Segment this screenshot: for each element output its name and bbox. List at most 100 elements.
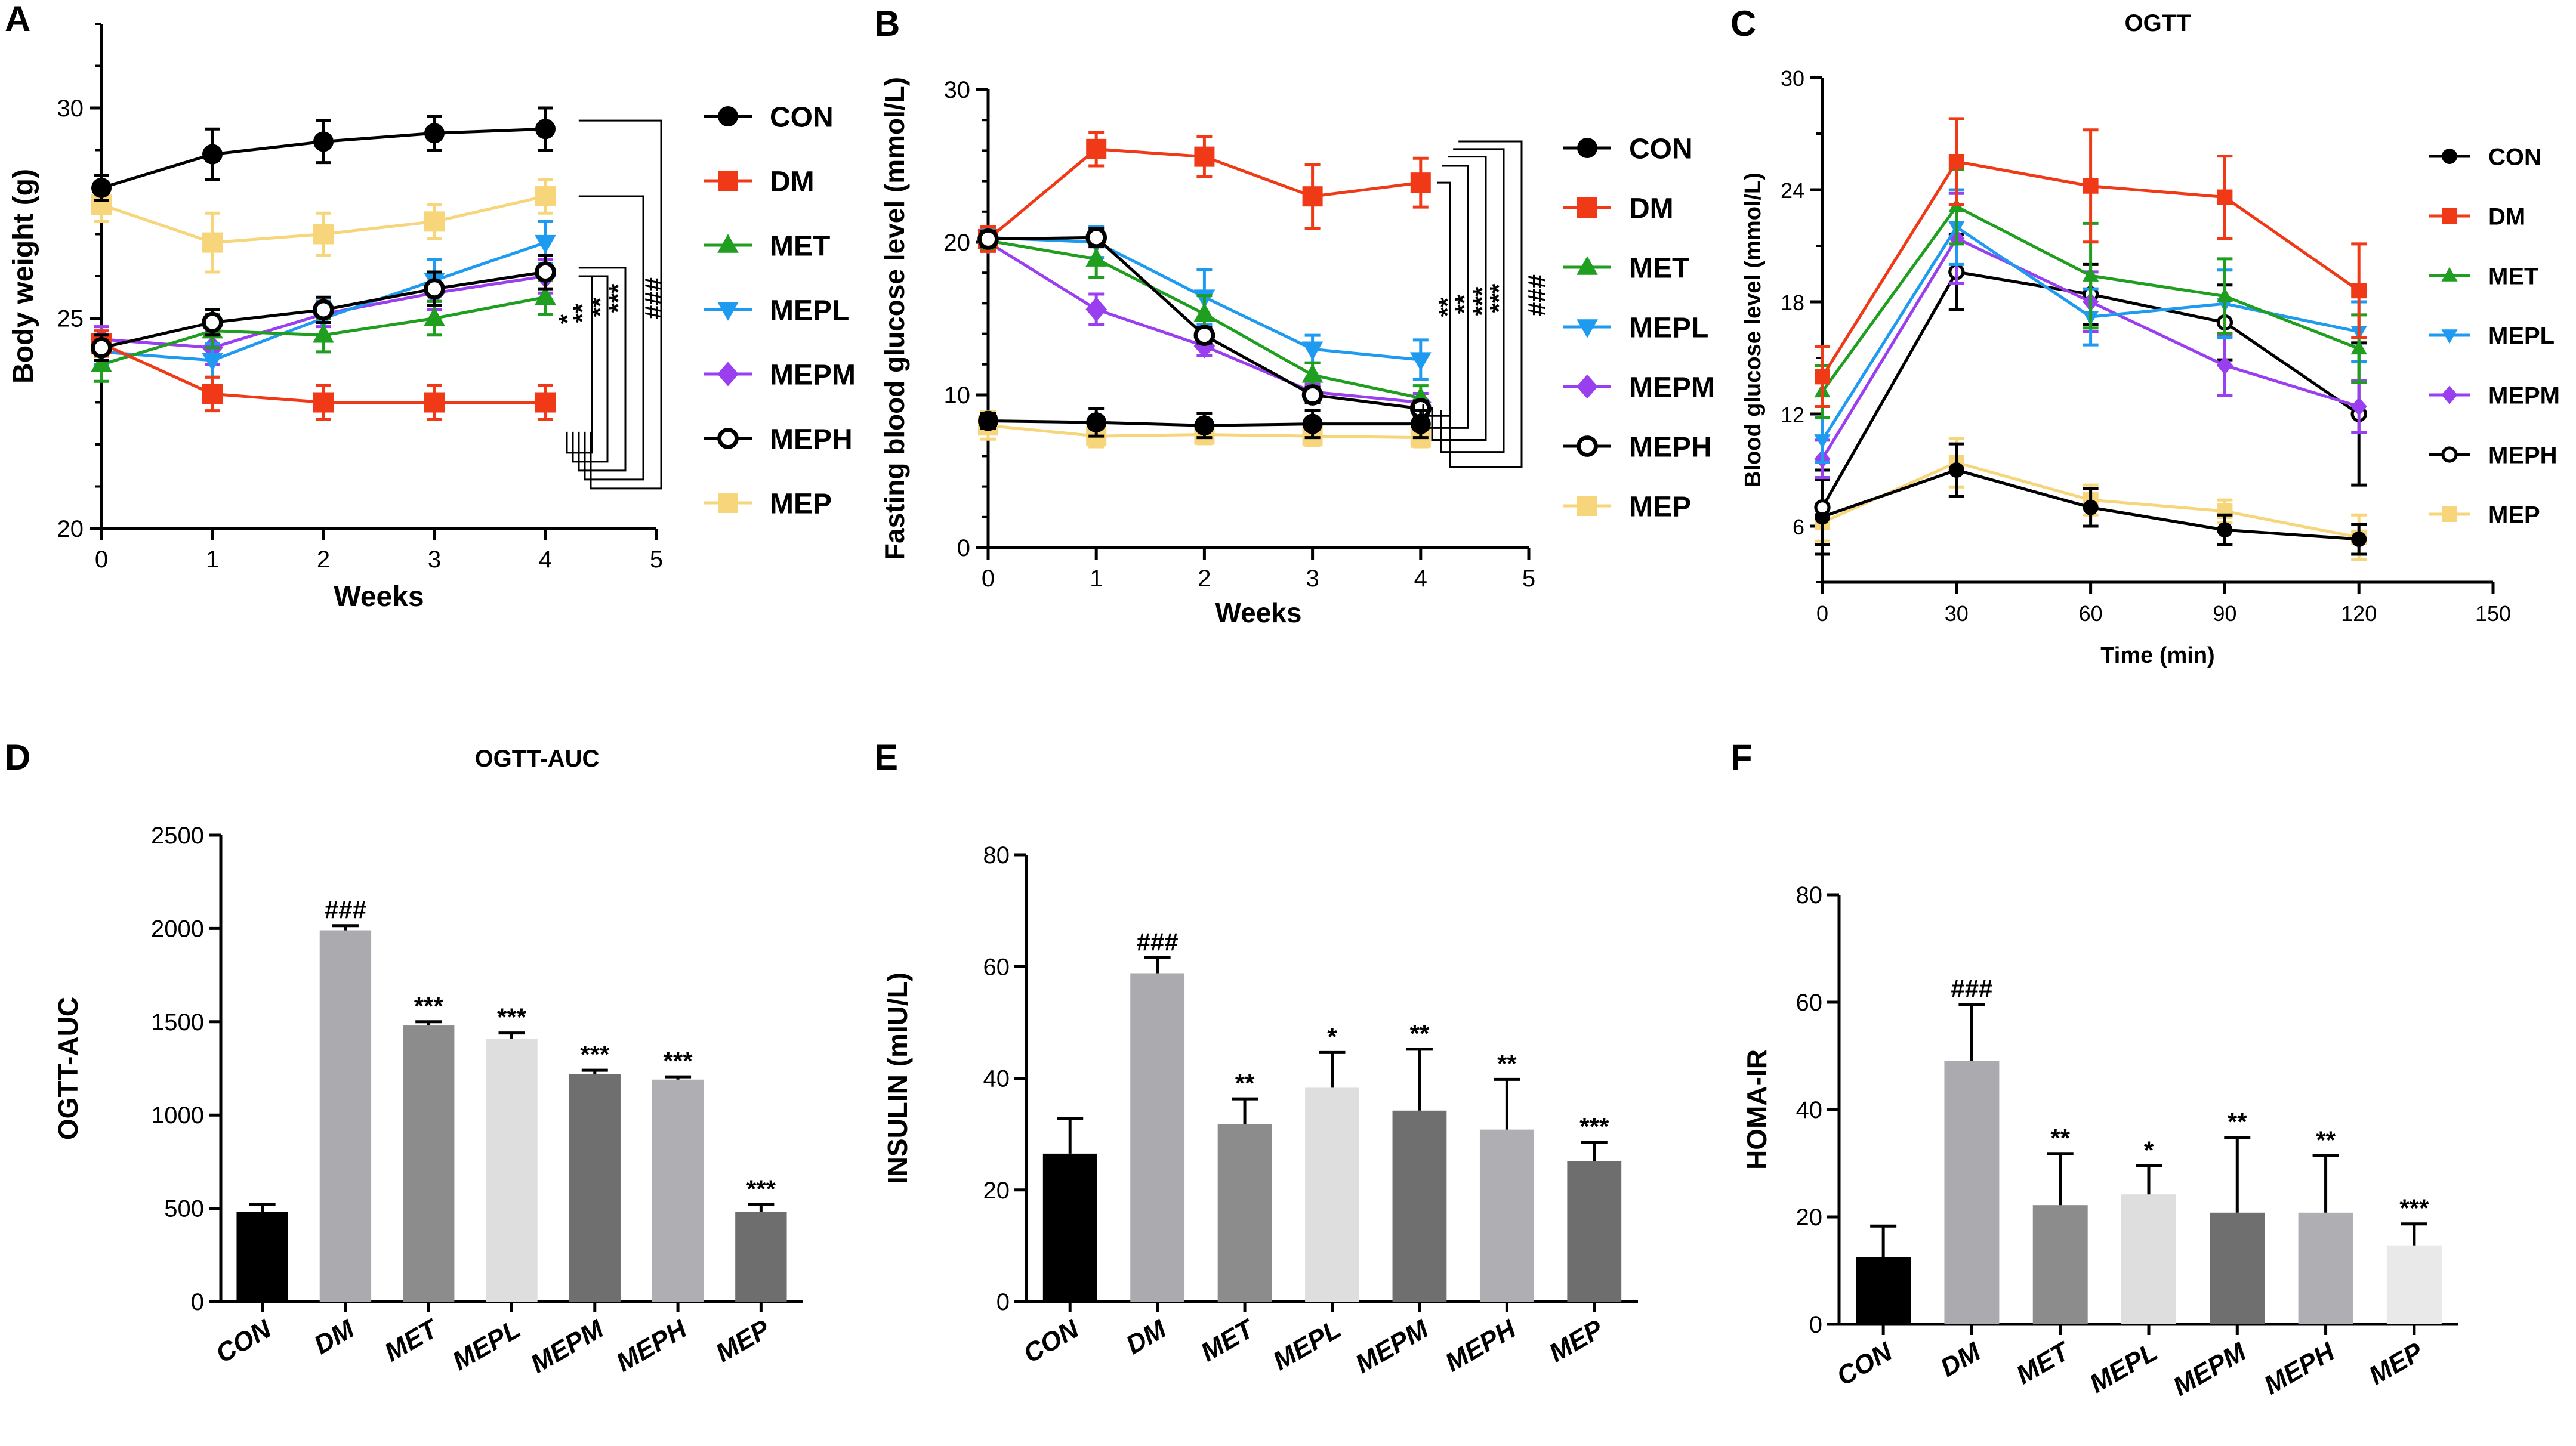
significance-label: ** — [2228, 1108, 2247, 1136]
x-tick-label: MEP — [2364, 1337, 2429, 1391]
legend-marker — [2441, 329, 2458, 344]
significance-label: *** — [664, 1047, 693, 1075]
data-point — [535, 286, 556, 305]
x-tick-label: 4 — [1414, 566, 1427, 592]
y-tick-label: 20 — [57, 516, 84, 542]
series-meph — [977, 227, 1432, 419]
bar-dm — [319, 930, 372, 1302]
x-tick-label: 30 — [1945, 601, 1969, 626]
x-tick-label: 4 — [539, 546, 552, 573]
data-point — [1410, 172, 1431, 193]
bar-meph — [1479, 1129, 1534, 1302]
bar-mepm — [1392, 1110, 1447, 1302]
panel-letter: A — [5, 0, 30, 39]
legend-marker — [2442, 149, 2457, 164]
legend-marker — [718, 493, 738, 513]
series-con — [1815, 442, 2367, 556]
bar-met — [1217, 1124, 1272, 1302]
data-point — [2350, 340, 2367, 355]
legend-label: MEPH — [770, 424, 853, 455]
data-point — [1301, 384, 1324, 406]
data-point — [424, 392, 445, 413]
data-point — [2217, 522, 2233, 538]
bar-mep — [1567, 1161, 1622, 1302]
series-dm — [978, 131, 1431, 253]
data-point — [313, 392, 334, 413]
legend-marker — [1577, 197, 1597, 218]
data-point — [535, 119, 556, 140]
significance-label: ** — [1235, 1069, 1255, 1097]
data-point — [1086, 138, 1107, 159]
panel-letter: D — [5, 737, 30, 777]
data-point — [202, 232, 223, 253]
chart-title: OGTT-AUC — [475, 746, 600, 772]
y-tick-label: 2000 — [151, 916, 204, 942]
bar-meph — [2298, 1212, 2353, 1324]
y-tick-label: 18 — [1781, 291, 1804, 315]
significance-label: ** — [1433, 297, 1461, 317]
significance-label: *** — [497, 1003, 527, 1031]
significance-label: ** — [1410, 1019, 1430, 1048]
data-point — [1301, 364, 1324, 383]
legend-marker — [718, 106, 738, 126]
bar-con — [1042, 1153, 1097, 1302]
legend-marker — [2441, 446, 2458, 463]
x-tick-label: DM — [1936, 1337, 1986, 1383]
panel-d: D OGTT-AUC 0 500 1000 1500 2000 2500 OGTT-AUC CON… — [5, 737, 803, 1379]
data-point — [1948, 462, 1964, 478]
significance-bracket — [1431, 156, 1487, 441]
legend-marker — [717, 234, 739, 253]
series-met — [91, 279, 556, 383]
data-point — [1302, 413, 1323, 434]
y-tick-label: 500 — [164, 1196, 204, 1222]
x-tick-label: MET — [380, 1314, 444, 1367]
data-point — [313, 299, 334, 321]
y-tick-label: 1000 — [151, 1102, 204, 1129]
y-tick-label: 40 — [1796, 1097, 1823, 1123]
legend-marker — [717, 428, 739, 449]
series-met — [977, 229, 1432, 412]
legend-marker — [1577, 374, 1598, 399]
x-tick-label: CON — [1832, 1337, 1898, 1392]
legend-label: MEP — [1629, 491, 1691, 523]
y-tick-label: 0 — [191, 1289, 204, 1315]
significance-label: *** — [1579, 1113, 1609, 1141]
significance-label: ** — [2050, 1124, 2070, 1152]
x-tick-label: MEPL — [2085, 1337, 2162, 1399]
x-tick-label: 0 — [1816, 601, 1828, 626]
bar-mepl — [2121, 1194, 2176, 1324]
legend-marker — [2442, 506, 2457, 522]
data-point — [424, 278, 445, 299]
y-tick-label: 0 — [997, 1289, 1010, 1315]
x-tick-label: 60 — [2079, 601, 2103, 626]
significance-label: ** — [568, 303, 596, 323]
data-point — [1815, 369, 1830, 385]
significance-label: * — [2144, 1136, 2154, 1164]
bar-dm — [1944, 1061, 2000, 1324]
legend-label: CON — [1629, 133, 1693, 165]
x-tick-label: MEPM — [2168, 1337, 2251, 1402]
y-tick-label: 12 — [1781, 403, 1804, 427]
significance-bracket — [578, 267, 627, 472]
legend-label: MEPL — [770, 295, 849, 326]
significance-label: *** — [2399, 1194, 2429, 1222]
x-tick-label: 2 — [317, 546, 330, 573]
x-tick-label: MEP — [1544, 1314, 1609, 1368]
x-axis-label: Weeks — [1215, 597, 1302, 628]
x-tick-label: 1 — [1090, 566, 1103, 592]
significance-label: *** — [1468, 286, 1496, 316]
y-tick-label: 80 — [1796, 882, 1823, 909]
x-tick-label: 150 — [2475, 601, 2511, 626]
legend-marker — [2441, 385, 2458, 404]
y-tick-label: 30 — [944, 77, 971, 103]
significance-label: ### — [1137, 928, 1179, 956]
legend-label: MEPM — [2488, 382, 2560, 409]
panel-e: E 0 20 40 60 80 INSULIN (mIU/L) CON ### DM ** MET * M… — [874, 737, 1638, 1379]
legend-marker — [717, 362, 739, 387]
x-tick-label: 3 — [1306, 566, 1319, 592]
series-con — [978, 407, 1431, 440]
panel-c: C OGTT 6 12 18 24 30 0 30 60 90 120 150 Time (min) Blo… — [1730, 4, 2560, 668]
legend-marker — [1577, 319, 1598, 338]
significance-bracket — [1413, 181, 1451, 417]
